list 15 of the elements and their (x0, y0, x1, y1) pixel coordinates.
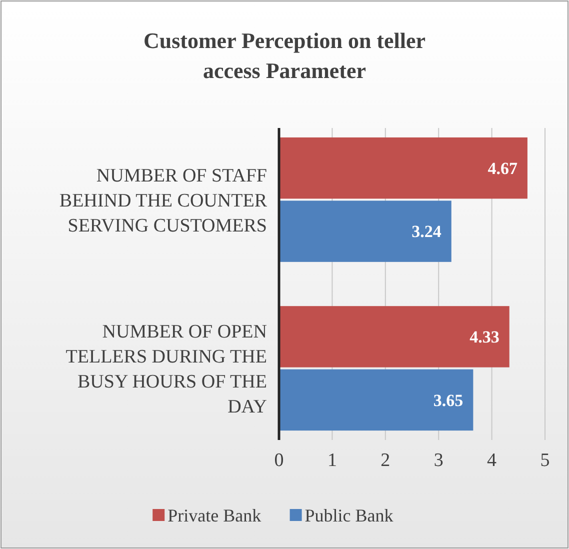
data-label: 3.24 (412, 222, 442, 242)
y-tick-label: NUMBER OF STAFF BEHIND THE COUNTER SERVING CUSTOMERS (59, 165, 268, 236)
legend-label: Private Bank (168, 505, 262, 526)
x-tick-label: 3 (434, 450, 444, 471)
data-label: 4.33 (470, 328, 500, 347)
y-tick-label: NUMBER OF OPEN TELLERS DURING THE BUSY HOURS OF THE DAY (66, 321, 268, 418)
x-tick-label: 0 (274, 450, 284, 471)
x-tick-label: 2 (380, 450, 390, 471)
data-label: 4.67 (488, 159, 518, 178)
data-label: 3.65 (433, 390, 464, 410)
chart-title: Customer Perception on teller access Parameter (143, 28, 426, 83)
x-tick-label: 5 (540, 450, 550, 471)
x-tick-label: 4 (487, 450, 498, 471)
legend-label: Public Bank (304, 505, 394, 526)
x-tick-label: 1 (327, 450, 337, 471)
